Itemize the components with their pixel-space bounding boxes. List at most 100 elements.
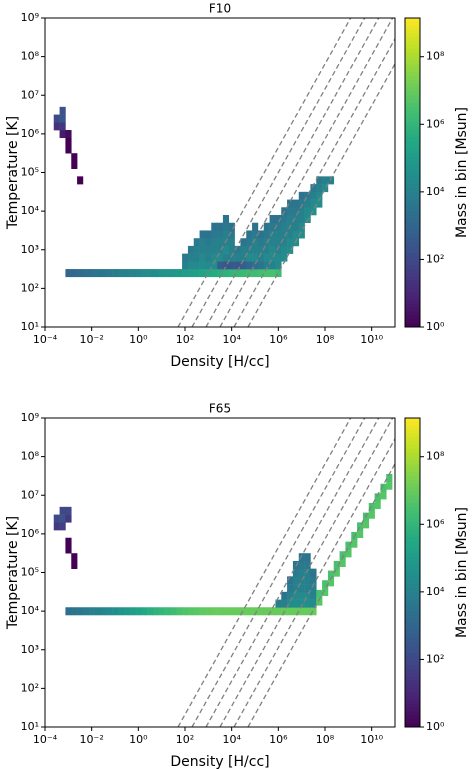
colorbar-segment [405,614,420,620]
hist-cell [298,584,305,593]
colorbar-segment [405,323,420,328]
hist-cell [292,230,300,239]
hist-cell [263,261,270,270]
hist-cell [316,589,323,598]
hist-cell [65,506,72,515]
hist-cell [217,245,224,254]
hist-cell [298,568,305,577]
chart-title: F10 [209,2,231,16]
hist-cell [287,584,294,593]
colorbar-segment [405,653,420,658]
colorbar-segment [405,711,420,716]
hist-cell [304,607,311,616]
hist-cell [205,261,212,270]
colorbar-segment [405,153,420,158]
colorbar-segment [405,475,420,481]
colorbar-segment [405,95,420,100]
hist-cell [187,607,195,616]
hist-cell [281,238,288,247]
hist-cell [164,607,171,616]
hist-cell [246,230,253,239]
hist-cell [257,253,265,262]
colorbar-segment [405,122,420,127]
colorbar-segment [405,622,420,628]
colorbar-segment [405,595,420,601]
hist-cell [316,176,323,185]
chart-title: F65 [209,402,231,416]
x-tick-label: 10⁻² [80,333,104,346]
hist-cell [298,222,305,231]
colorbar-segment [405,611,420,616]
colorbar-segment [405,56,420,61]
colorbar-segment [405,669,420,674]
colorbar-segment [405,599,420,604]
y-tick-label: 10⁸ [21,50,40,63]
hist-cell [77,269,84,278]
colorbar-segment [405,672,420,678]
colorbar-segment [405,280,420,286]
hist-cell [199,269,206,278]
hist-cell [106,607,113,616]
colorbar-segment [405,491,420,496]
hist-cell [152,607,160,616]
colorbar-segment [405,676,420,682]
hist-cell [310,591,317,600]
colorbar-segment [405,468,420,473]
colorbar-segment [405,522,420,527]
colorbar-segment [405,222,420,228]
hist-cell [246,607,253,616]
hist-cell [65,145,72,154]
hist-cell [269,269,276,278]
colorbar-segment [405,195,420,201]
colorbar-segment [405,506,420,512]
x-tick-label: 10² [176,733,194,746]
colorbar-segment [405,703,420,709]
hist-cell [351,539,358,548]
hist-cell [298,191,305,200]
hist-cell [147,269,154,278]
hist-cell [310,207,317,216]
hist-cell [310,568,317,577]
colorbar-segment [405,245,420,251]
hist-cell [205,253,212,262]
hist-cell [269,238,276,247]
colorbar-segment [405,87,420,92]
hist-cell [298,214,305,224]
hist-cell [222,245,230,254]
y-tick-label: 10⁹ [21,11,39,24]
colorbar-segment [405,284,420,289]
hist-cell [292,591,300,600]
colorbar-segment [405,499,420,504]
colorbar-segment [405,587,420,593]
hist-cell [100,269,107,278]
guide-line [233,37,395,327]
guide-line [219,418,394,727]
colorbar-tick-label: 10⁸ [426,450,445,463]
panel: 10⁻⁴ 10⁻² 10⁰ 10² 10⁴ 10⁶ 10⁸ 10¹⁰ 10¹ 10² 10³ 10⁴ 1… [5,2,470,371]
hist-cell [211,269,218,278]
y-tick-label: 10³ [21,643,39,656]
hist-cell [170,607,177,616]
hist-cell [193,253,200,262]
colorbar-segment [405,296,420,301]
hist-cell [240,238,247,247]
y-tick-label: 10⁷ [21,488,39,501]
colorbar-segment [405,133,420,139]
hist-cell [199,607,206,616]
colorbar-segment [405,487,420,492]
colorbar-segment [405,292,420,297]
colorbar-tick-label: 10⁴ [426,185,445,198]
colorbar-tick-label: 10⁸ [426,50,445,63]
colorbar-segment [405,72,420,77]
hist-cell [327,176,335,185]
colorbar-segment [405,688,420,693]
hist-cell [234,607,241,616]
hist-cell [269,214,276,224]
colorbar-segment [405,618,420,624]
colorbar-segment [405,645,420,651]
hist-cell [281,599,288,608]
hist-cell [246,261,253,270]
colorbar-segment [405,37,420,42]
panel: 10⁻⁴ 10⁻² 10⁰ 10² 10⁴ 10⁶ 10⁸ 10¹⁰ 10¹ 10² 10³ 10⁴ 1… [5,402,470,769]
hist-cell [269,607,276,616]
